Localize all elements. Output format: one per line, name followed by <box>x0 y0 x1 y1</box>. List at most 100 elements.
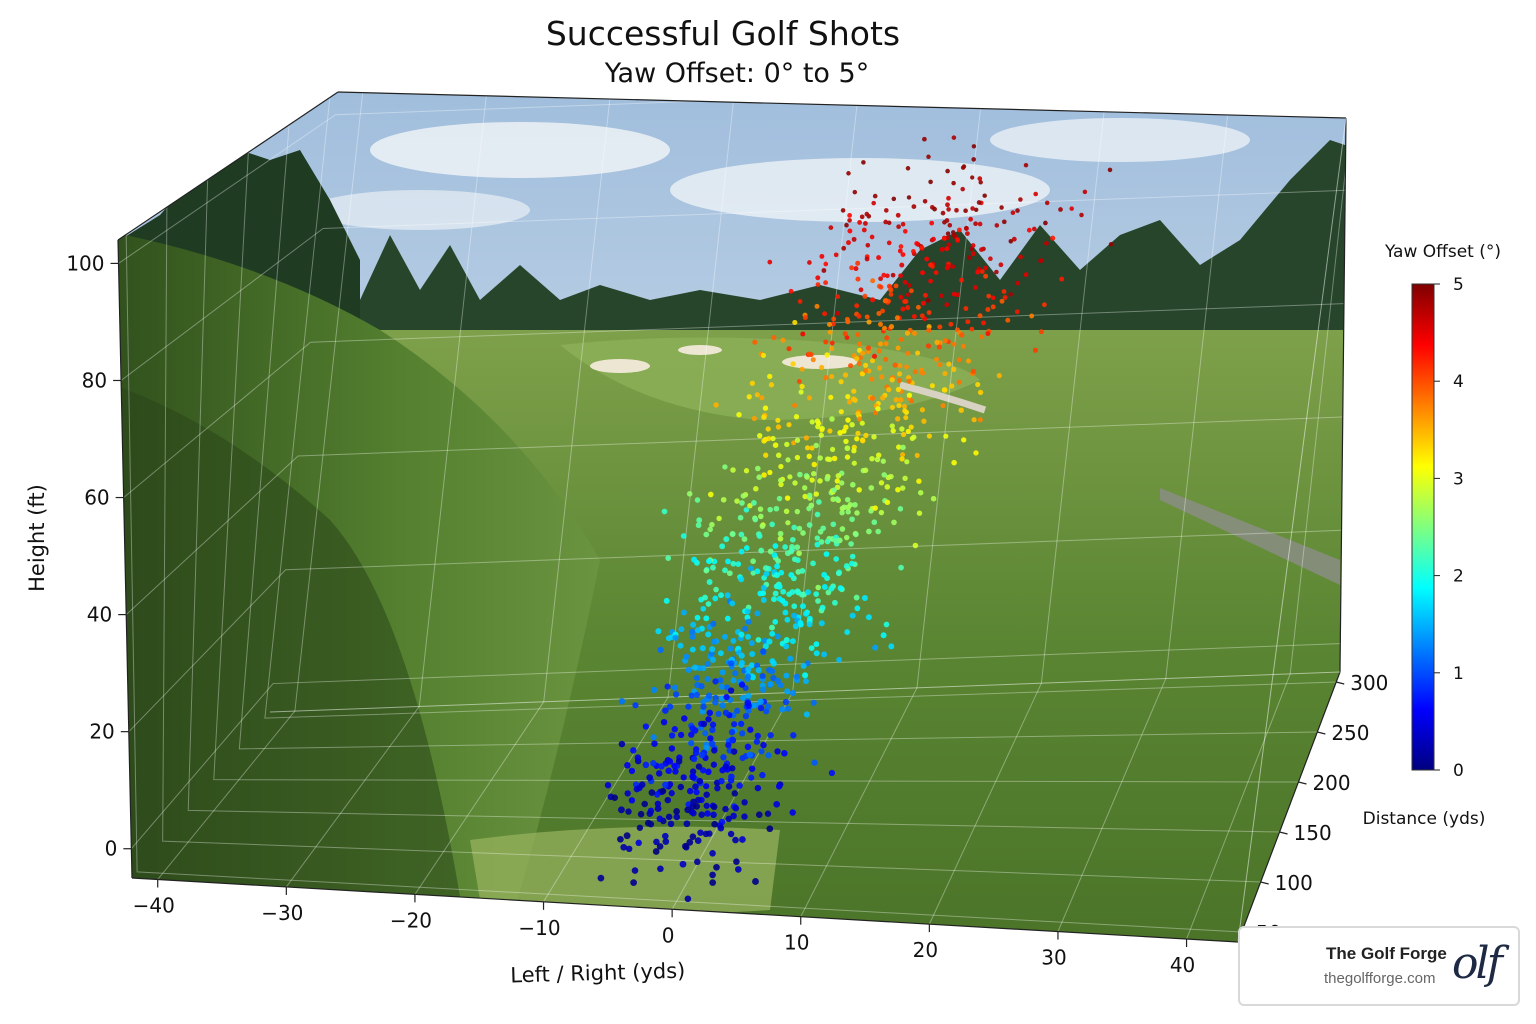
scatter-point <box>886 240 892 246</box>
scatter-point <box>666 781 674 788</box>
scatter-point <box>808 645 815 651</box>
z-tick-label: 150 <box>1294 821 1332 845</box>
scatter-point <box>767 469 773 476</box>
scatter-point <box>796 550 802 557</box>
scatter-point <box>871 353 878 359</box>
scatter-point <box>823 551 830 557</box>
scatter-point <box>895 386 902 393</box>
scatter-point <box>741 813 748 820</box>
scatter-point <box>1029 313 1035 319</box>
x-tick-label: −40 <box>133 893 175 917</box>
scatter-point <box>868 508 874 514</box>
scatter-point <box>700 605 707 612</box>
scatter-point <box>662 838 670 845</box>
scatter-point <box>724 592 731 599</box>
scatter-point <box>983 265 988 271</box>
scatter-point <box>802 485 808 491</box>
scatter-point <box>798 389 804 395</box>
brand-badge[interactable]: The Golf Forge thegolfforge.com olf <box>1238 926 1520 1006</box>
scatter-point <box>889 377 895 383</box>
scatter-point <box>906 195 912 200</box>
scatter-point <box>690 798 697 806</box>
axis-box <box>117 91 1347 943</box>
scatter-point <box>684 895 692 903</box>
scatter-point <box>742 625 749 632</box>
scatter-point <box>718 683 725 690</box>
scatter-point <box>772 619 779 625</box>
scatter-point <box>727 830 735 838</box>
scatter-point <box>884 335 890 341</box>
scatter-point <box>900 452 906 458</box>
scatter-point <box>861 160 866 165</box>
scatter-point <box>810 357 816 363</box>
scatter-point <box>759 673 766 680</box>
scatter-point <box>831 455 838 462</box>
scatter-point <box>903 415 909 421</box>
scatter-point <box>878 276 883 282</box>
scatter-point <box>830 521 837 528</box>
scatter-point <box>889 423 895 429</box>
scatter-point <box>738 531 745 538</box>
scatter-point <box>713 402 719 408</box>
scatter-point <box>724 615 731 622</box>
scatter-point <box>754 662 761 669</box>
scatter-point <box>699 708 706 715</box>
scatter-point <box>628 797 636 804</box>
scatter-point <box>845 504 851 511</box>
scatter-point <box>725 815 732 823</box>
scatter-point <box>739 500 745 506</box>
scatter-point <box>723 693 730 701</box>
scatter-point <box>706 579 713 585</box>
scatter-point <box>668 732 676 739</box>
scatter-point <box>950 264 956 269</box>
scatter-point <box>733 858 740 865</box>
scatter-point <box>960 186 965 192</box>
scatter-point <box>717 677 724 684</box>
scatter-point <box>789 689 797 697</box>
scatter-point <box>725 783 733 790</box>
y-tick-label: 60 <box>84 486 109 510</box>
colorbar-tick-label: 4 <box>1453 372 1464 392</box>
scatter-point <box>881 472 887 478</box>
scatter-point <box>789 536 796 543</box>
scatter-point <box>883 298 889 303</box>
scatter-point <box>902 279 908 285</box>
scatter-point <box>785 705 792 712</box>
scatter-point <box>644 819 652 827</box>
scatter-point <box>688 731 695 738</box>
scatter-point <box>787 474 793 480</box>
scatter-point <box>920 300 926 306</box>
scatter-point <box>735 561 742 567</box>
scatter-point <box>788 288 794 294</box>
scatter-point <box>869 455 875 462</box>
scatter-point <box>849 612 856 619</box>
scatter-point <box>892 362 898 368</box>
scatter-point <box>807 260 812 265</box>
scatter-point <box>912 369 918 375</box>
scatter-point <box>668 745 676 752</box>
scatter-point <box>761 472 767 478</box>
scatter-point <box>919 245 925 251</box>
scatter-point <box>841 245 847 251</box>
scatter-point <box>820 525 827 532</box>
scatter-point <box>944 302 950 308</box>
scatter-point <box>1008 239 1014 244</box>
scatter-point <box>777 530 784 537</box>
scatter-point <box>680 533 687 539</box>
scatter-point <box>855 260 861 266</box>
scatter-point <box>794 544 801 551</box>
scatter-point <box>689 633 696 640</box>
scatter-point <box>906 392 913 398</box>
scatter-point <box>831 316 837 322</box>
scatter-point <box>1001 289 1007 294</box>
scatter-point <box>844 629 851 636</box>
scatter-point <box>871 434 877 440</box>
scatter-point <box>933 270 939 275</box>
scatter-point <box>847 228 853 234</box>
grid-line-y <box>123 301 1381 498</box>
scatter-point <box>888 643 895 650</box>
scatter-point <box>847 218 852 223</box>
scatter-point <box>738 548 745 555</box>
scatter-point <box>741 799 748 806</box>
scatter-point <box>1018 197 1023 202</box>
